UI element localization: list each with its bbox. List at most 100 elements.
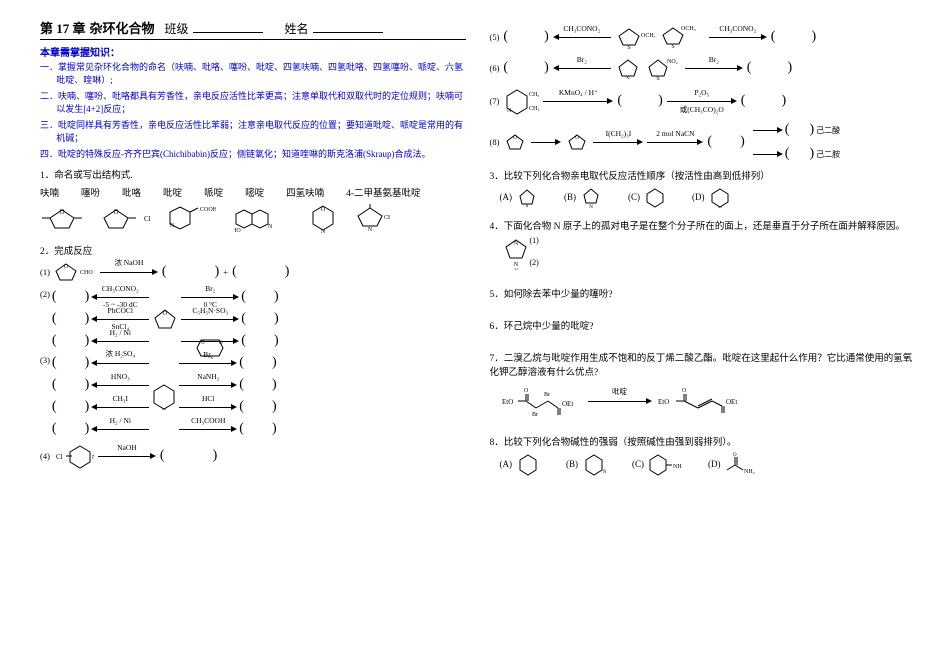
reagent: C₅H₅N·SO₃ (181, 306, 239, 315)
reagent-cond: 或(CH₃CO)₂O (667, 104, 737, 115)
q8-choices: (A) NH (B) N (C) NH₂ (D) ONH₂ (500, 452, 916, 476)
reagent: 浓 H₂SO₄ (91, 348, 149, 359)
svg-text:N: N (589, 205, 593, 208)
svg-text:S: S (626, 76, 629, 79)
reagent: I(CH₂)₃I (593, 129, 643, 138)
q1-name: 呋喃 (40, 185, 59, 199)
q2-title: 2．完成反应 (40, 243, 466, 257)
svg-text:CHO: CHO (144, 215, 150, 223)
choice-label: (B) (564, 192, 576, 202)
reagent: NaNH₂ (179, 372, 237, 381)
q1-title: 1．命名或写出结构式. (40, 167, 466, 181)
q1-name: 嘧啶 (245, 185, 264, 199)
choice-label: (C) (628, 192, 640, 202)
reagent: H₂ / Ni (91, 328, 149, 337)
mol-thf: O (565, 132, 589, 152)
q1-name: 吡咯 (122, 185, 141, 199)
mol-methylpyrrole: NCH₃ (356, 204, 390, 234)
q7-title: 7．二溴乙烷与吡啶作用生成不饱和的反丁烯二酸乙酯。吡啶在这里起什么作用？它比通常… (490, 350, 916, 378)
reagent: P₂O₅ (667, 88, 737, 97)
choice-label: (B) (566, 459, 578, 469)
reagent: 浓 NaOH (100, 257, 158, 268)
reagent: Br₂ (181, 284, 239, 293)
svg-text:CH₃: CH₃ (384, 215, 390, 221)
q2-2: (2) () CH₃CONO₂-5 ~ -30 dC () PhCOClSnCl… (40, 289, 466, 349)
choice-label: (D) (692, 192, 705, 202)
mol-chloropyridine: ClN (54, 443, 94, 469)
mol-methoxythiophene-2: S OCH₃ (659, 24, 705, 50)
svg-text:O: O (59, 208, 64, 216)
mol-pyridine: N (151, 382, 177, 410)
left-column: 第 17 章 杂环化合物 班级 姓名 本章需掌握知识： 一．掌握常见杂环化合物的… (40, 18, 466, 486)
svg-text:O: O (733, 453, 737, 458)
svg-text:N: N (162, 408, 167, 410)
reagent: Br₂ (179, 350, 237, 359)
reagent: H₂ / Ni (91, 416, 149, 425)
name-label: 姓名 (285, 20, 309, 37)
chapter-topic: 杂环化合物 (90, 18, 155, 37)
svg-text:O: O (113, 208, 118, 216)
svg-text:O: O (219, 341, 223, 346)
choice-label: (C) (632, 459, 644, 469)
bullet-4: 四．吡啶的特殊反应-齐齐巴宾(Chichibabin)反应；侧链氧化；知道喹啉的… (40, 148, 466, 161)
choice-label: (A) (500, 192, 513, 202)
bullet-2: 二．呋喃、噻吩、吡咯都具有芳香性，亲电反应活性比苯更高；注意单取代和双取代时的定… (40, 90, 466, 116)
svg-text:CH₃: CH₃ (529, 92, 539, 98)
intro-heading: 本章需掌握知识： (40, 44, 466, 59)
svg-text:OCH₃: OCH₃ (681, 26, 696, 32)
q4-structure: NNH (1) (2) (500, 236, 916, 272)
svg-text:EtO: EtO (502, 398, 513, 406)
product-label: 己二胺 (816, 149, 840, 160)
bullet-1: 一．掌握常见杂环化合物的命名（呋喃、吡咯、噻吩、吡啶、四氢呋喃、四氢吡咯、四氢噻… (40, 61, 466, 87)
class-label: 班级 (165, 20, 189, 37)
mol-aniline-icon: NH₂ (648, 452, 682, 476)
q2-4: (4) ClN NaOH () (40, 443, 466, 469)
product-label: 己二酸 (816, 125, 840, 136)
q1-structures: O OCHO NCOOH NHO ONH NCH₃ (40, 203, 466, 235)
reagent: CH₃COOH (179, 416, 237, 425)
choice-label: (D) (708, 459, 721, 469)
svg-text:Br: Br (532, 412, 538, 418)
q4-title: 4．下面化合物 N 原子上的孤对电子是在整个分子所在的面上，还是垂直于分子所在面… (490, 218, 916, 232)
svg-text:S: S (671, 44, 674, 50)
mol-nitrothiophene: SNO₂ (645, 56, 681, 80)
q1-name: 吡啶 (163, 185, 182, 199)
q2-1: (1) OCHO 浓 NaOH () + () (40, 261, 466, 283)
reagent: PhCOCl (91, 306, 149, 315)
q1-name: 噻吩 (81, 185, 100, 199)
svg-text:Br: Br (544, 392, 550, 398)
mol-morpholine: ONH (308, 203, 338, 235)
reagent: CH₃CONO₂ (91, 284, 149, 293)
svg-text:OEt: OEt (562, 400, 573, 408)
mol-furfural: O CHO (102, 206, 150, 232)
mol-furfural2: OCHO (54, 261, 96, 283)
atom-label: (1) (530, 236, 539, 245)
reagent: Br₂ (685, 55, 743, 64)
mol-furan: O (151, 307, 179, 331)
mol-thiophene: S (615, 57, 641, 79)
svg-text:N: N (513, 241, 518, 247)
chapter-number: 第 17 章 (40, 18, 86, 37)
q3-title: 3．比较下列化合物亲电取代反应活性顺序（按活性由高到低排列） (490, 168, 916, 182)
reagent: 吡啶 (588, 386, 652, 397)
q6: 6．环己烷中少量的吡啶? (490, 318, 916, 332)
page-title: 第 17 章 杂环化合物 班级 姓名 (40, 18, 466, 40)
svg-text:N: N (92, 455, 94, 461)
mol-piperidine-icon: NH (516, 452, 540, 476)
mol-pyridine-icon2: N (582, 452, 606, 476)
svg-text:N: N (268, 224, 273, 230)
mol-lutidine: NCH₃CH₃ (503, 86, 539, 116)
mol-dibromosuccinate: EtO O Br Br O OEt (500, 384, 584, 418)
q1-names: 呋喃 噻吩 吡咯 吡啶 哌啶 嘧啶 四氢呋喃 4-二甲基氨基吡啶 (40, 185, 466, 199)
svg-text:N: N (321, 229, 326, 235)
svg-text:O: O (576, 136, 580, 141)
mol-thiophene-icon: S (516, 187, 538, 207)
mol-pyridine-icon: N (709, 186, 731, 208)
mol-acetamide-icon: ONH₂ (725, 452, 759, 476)
reagent: Br₂ (553, 55, 611, 64)
mol-hydroxyquinoline: N HO (234, 204, 290, 234)
svg-text:O: O (514, 136, 518, 141)
reagent: CH₃CONO₂ (709, 24, 767, 33)
atom-label: (2) (530, 258, 539, 267)
svg-text:HO: HO (234, 228, 241, 234)
